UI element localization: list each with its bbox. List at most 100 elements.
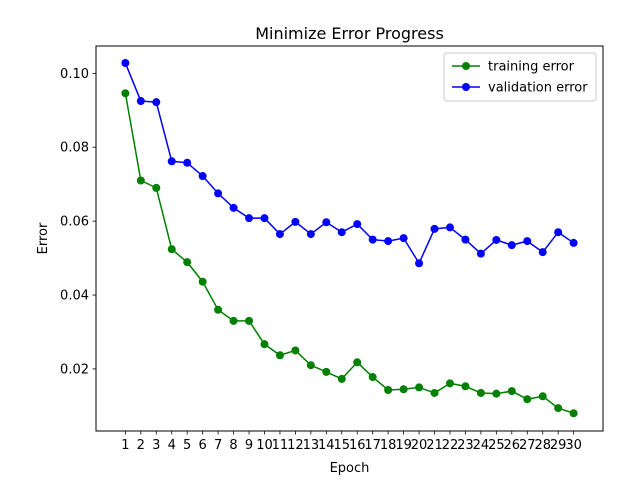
- x-tick-label-1: 1: [121, 438, 129, 453]
- data-point-1-10: [260, 214, 269, 223]
- data-point-0-17: [368, 373, 377, 382]
- data-point-1-26: [507, 241, 516, 250]
- y-tick-label-2: 0.06: [60, 215, 89, 230]
- x-tick-label-26: 26: [504, 438, 521, 453]
- data-point-1-22: [445, 223, 454, 232]
- data-point-1-2: [136, 97, 145, 106]
- data-point-1-13: [306, 230, 315, 239]
- data-point-1-9: [245, 214, 254, 223]
- legend-label-1: validation error: [488, 81, 588, 96]
- data-point-1-18: [384, 237, 393, 246]
- x-tick-label-10: 10: [256, 438, 273, 453]
- x-tick-label-6: 6: [199, 438, 207, 453]
- x-tick-label-13: 13: [303, 438, 320, 453]
- x-tick-label-15: 15: [333, 438, 350, 453]
- data-point-0-25: [492, 389, 501, 398]
- x-tick-label-8: 8: [229, 438, 237, 453]
- y-tick-label-0: 0.02: [60, 362, 89, 377]
- data-point-1-7: [214, 189, 223, 198]
- data-point-0-4: [167, 245, 176, 254]
- x-tick-label-5: 5: [183, 438, 191, 453]
- data-point-1-21: [430, 224, 439, 233]
- x-tick-label-14: 14: [318, 438, 335, 453]
- legend-marker-0: [462, 62, 470, 70]
- data-point-1-25: [492, 235, 501, 244]
- data-point-0-21: [430, 388, 439, 397]
- data-point-0-19: [399, 385, 408, 394]
- x-tick-label-9: 9: [245, 438, 253, 453]
- x-tick-label-27: 27: [519, 438, 536, 453]
- data-point-0-1: [121, 89, 130, 98]
- data-point-0-9: [245, 316, 254, 325]
- axes-frame: [95, 45, 604, 432]
- x-tick-label-21: 21: [426, 438, 443, 453]
- data-point-0-13: [306, 361, 315, 370]
- axis-ticks: 1 2 3 4 5 6 7 8 9 1011121314151617181920212223242…: [60, 67, 582, 453]
- data-point-0-11: [275, 351, 284, 360]
- data-point-0-24: [476, 388, 485, 397]
- data-point-1-17: [368, 235, 377, 244]
- x-tick-label-11: 11: [272, 438, 289, 453]
- x-tick-label-2: 2: [137, 438, 145, 453]
- data-point-1-3: [152, 98, 161, 107]
- x-tick-label-22: 22: [442, 438, 459, 453]
- data-point-0-16: [353, 358, 362, 367]
- y-tick-label-3: 0.08: [60, 141, 89, 156]
- data-point-0-3: [152, 183, 161, 192]
- data-point-0-10: [260, 340, 269, 349]
- data-point-0-14: [322, 367, 331, 376]
- x-tick-label-17: 17: [364, 438, 381, 453]
- data-point-0-26: [507, 387, 516, 396]
- data-point-1-8: [229, 203, 238, 212]
- x-tick-label-16: 16: [349, 438, 366, 453]
- x-tick-label-23: 23: [457, 438, 474, 453]
- data-point-1-24: [476, 249, 485, 258]
- data-point-1-27: [523, 237, 532, 246]
- data-point-0-27: [523, 395, 532, 404]
- y-tick-label-1: 0.04: [60, 289, 89, 304]
- x-tick-label-28: 28: [534, 438, 551, 453]
- data-point-0-15: [337, 374, 346, 383]
- x-tick-label-7: 7: [214, 438, 222, 453]
- y-tick-label-4: 0.10: [60, 67, 89, 82]
- x-tick-label-29: 29: [550, 438, 567, 453]
- data-point-0-28: [538, 392, 547, 401]
- data-point-0-30: [569, 409, 578, 418]
- data-point-0-22: [445, 379, 454, 388]
- x-tick-label-20: 20: [411, 438, 428, 453]
- data-point-1-4: [167, 157, 176, 166]
- data-point-0-2: [136, 176, 145, 185]
- x-tick-label-18: 18: [380, 438, 397, 453]
- x-tick-label-19: 19: [395, 438, 412, 453]
- data-point-1-14: [322, 218, 331, 227]
- data-point-0-12: [291, 346, 300, 355]
- x-tick-label-4: 4: [168, 438, 176, 453]
- data-point-0-5: [183, 258, 192, 267]
- legend-marker-1: [462, 83, 470, 91]
- data-point-1-28: [538, 248, 547, 257]
- x-tick-label-25: 25: [488, 438, 505, 453]
- data-point-1-19: [399, 234, 408, 243]
- data-point-0-23: [461, 382, 470, 391]
- data-point-1-16: [353, 220, 362, 229]
- data-point-1-30: [569, 238, 578, 247]
- x-tick-label-24: 24: [473, 438, 490, 453]
- data-point-0-8: [229, 316, 238, 325]
- legend-box: [443, 52, 597, 102]
- data-point-1-12: [291, 217, 300, 226]
- plot-area: [121, 59, 578, 418]
- data-point-0-18: [384, 385, 393, 394]
- x-tick-label-30: 30: [565, 438, 582, 453]
- data-point-1-1: [121, 59, 130, 67]
- data-point-0-6: [198, 277, 207, 286]
- data-point-1-23: [461, 235, 470, 244]
- data-point-1-20: [415, 259, 424, 268]
- x-axis-label: Epoch: [330, 461, 370, 476]
- x-tick-label-3: 3: [152, 438, 160, 453]
- data-point-1-29: [554, 228, 563, 237]
- data-point-0-20: [415, 383, 424, 392]
- x-tick-label-12: 12: [287, 438, 304, 453]
- data-point-1-6: [198, 172, 207, 181]
- data-point-1-15: [337, 228, 346, 237]
